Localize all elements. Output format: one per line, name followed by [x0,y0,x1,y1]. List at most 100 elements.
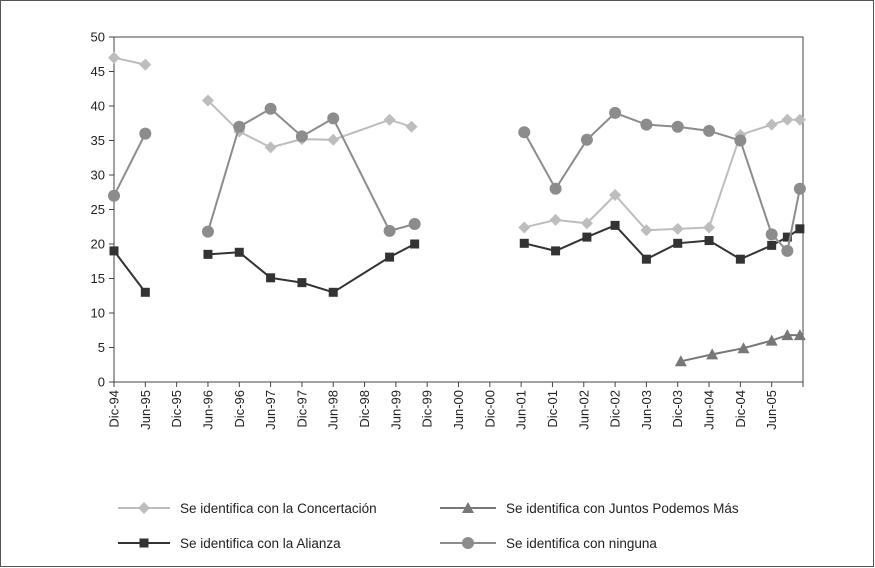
circle-marker [383,224,396,237]
series-3 [108,102,806,257]
square-marker [673,238,683,248]
circle-marker [327,112,340,125]
x-tick-label: Dic-99 [420,390,435,428]
circle-marker [201,225,214,238]
diamond-marker [580,217,593,230]
diamond-marker [609,189,622,202]
x-tick-label: Jun-95 [138,390,153,430]
x-tick-label: Dic-00 [482,390,497,428]
x-tick-label: Jun-97 [263,390,278,430]
legend-entry: Se identifica con la Concertación [118,501,377,516]
diamond-marker [703,221,716,234]
diamond-marker [405,120,418,133]
circle-marker [734,134,747,147]
diamond-marker [549,213,562,226]
y-tick-label: 10 [91,306,105,321]
x-tick-label: Jun-05 [764,390,779,430]
circle-marker [108,189,120,202]
y-tick-label: 35 [91,133,105,148]
square-marker [297,278,307,288]
x-tick-label: Dic-94 [107,390,122,428]
circle-marker [518,126,531,139]
circle-marker [580,133,593,146]
circle-marker [765,228,778,241]
legend-entry: Se identifica con Juntos Podemos Más [440,501,739,516]
x-tick-label: Dic-96 [232,390,247,428]
x-tick-label: Jun-98 [326,390,341,430]
circle-marker [671,120,684,133]
diamond-marker [139,58,152,71]
y-tick-label: 50 [91,30,105,45]
diamond-marker [138,502,150,514]
legend-label: Se identifica con la Alianza [180,536,341,551]
diamond-marker [640,224,653,237]
legend-entry: Se identifica con ninguna [440,536,657,551]
square-marker [551,246,561,256]
x-tick-label: Dic-01 [545,390,560,428]
triangle-marker [781,329,794,341]
plot-border [113,36,804,383]
diamond-marker [201,94,214,107]
diamond-marker [264,141,277,154]
triangle-marker [706,348,719,360]
square-marker [641,254,651,264]
square-marker [610,220,620,230]
x-tick-label: Jun-04 [702,390,717,430]
triangle-marker [793,329,806,341]
square-marker [782,232,792,242]
circle-marker [609,106,622,119]
circle-marker [781,244,794,257]
series-layer [108,51,806,367]
circle-marker [549,182,562,195]
square-marker [328,287,338,297]
diamond-marker [327,133,340,146]
circle-marker [793,182,806,195]
x-tick-label: Jun-03 [639,390,654,430]
square-marker [410,239,420,249]
y-tick-label: 20 [91,237,105,252]
legend-label: Se identifica con la Concertación [180,501,377,516]
circle-marker [462,537,474,549]
circle-marker [408,217,421,230]
y-tick-label: 0 [98,375,105,390]
x-tick-label: Dic-02 [608,390,623,428]
legend: Se identifica con la Concertación Se iden… [118,501,739,551]
y-tick-label: 5 [98,340,105,355]
square-marker [140,287,150,297]
triangle-marker [765,334,778,346]
series-line [113,133,147,197]
diamond-marker [765,118,778,131]
circle-marker [640,118,653,131]
legend-label: Se identifica con ninguna [506,536,657,551]
series-1 [674,329,806,367]
x-axis: Dic-94 Jun-95 Dic-95 Jun-96 Dic-96 Jun-97 Dic-… [107,382,804,430]
square-marker [735,254,745,264]
x-tick-label: Dic-98 [357,390,372,428]
circle-marker [264,102,277,115]
plot-area [113,36,804,383]
y-tick-label: 45 [91,64,105,79]
series-line [113,250,147,293]
x-tick-label: Jun-01 [514,390,529,430]
circle-marker [139,127,152,140]
square-marker [519,238,529,248]
series-0 [108,51,806,237]
square-marker [582,232,592,242]
x-tick-label: Jun-99 [388,390,403,430]
triangle-marker [462,502,474,513]
series-line [113,56,146,66]
series-line [524,118,800,232]
square-marker [385,252,395,262]
circle-marker [703,124,716,137]
legend-entry: Se identifica con la Alianza [118,536,341,551]
square-marker [139,538,149,548]
square-marker [767,240,777,250]
y-tick-label: 15 [91,271,105,286]
diamond-marker [671,222,684,235]
diamond-marker [518,221,531,234]
y-tick-label: 25 [91,202,105,217]
x-tick-label: Jun-02 [576,390,591,430]
x-tick-label: Dic-97 [294,390,309,428]
